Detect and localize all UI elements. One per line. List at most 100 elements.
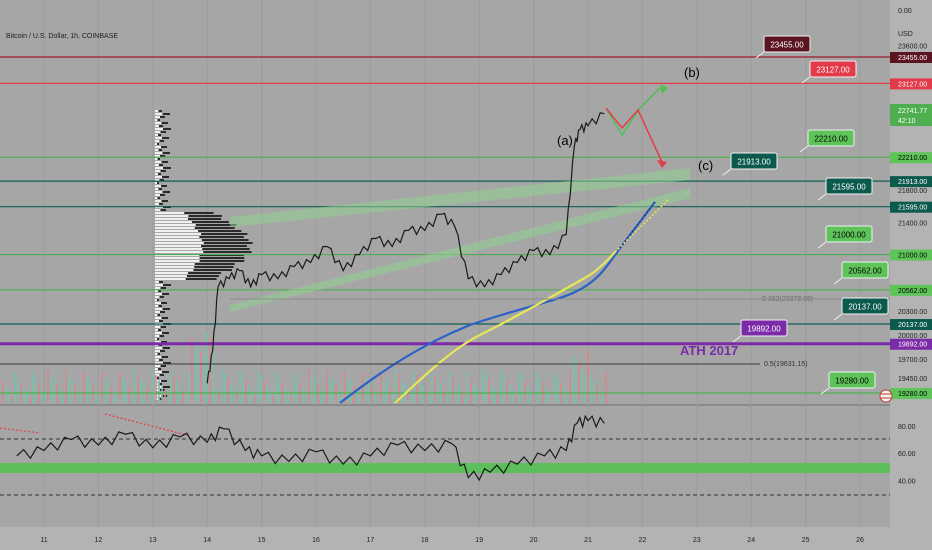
profile-bar-light — [155, 215, 189, 217]
volume-bar — [146, 389, 148, 403]
profile-bar-light — [155, 140, 160, 142]
volume-bar — [362, 372, 364, 403]
volume-bar — [116, 397, 118, 403]
volume-bar — [176, 381, 178, 403]
volume-bar — [305, 393, 307, 403]
profile-bar-dark — [160, 287, 166, 289]
volume-bar — [311, 374, 313, 403]
profile-bar-dark — [160, 170, 166, 172]
level-tag[interactable] — [809, 60, 857, 78]
profile-bar-light — [155, 221, 192, 223]
volume-bar — [167, 395, 169, 403]
volume-bar — [497, 394, 499, 403]
moving-average-blue-projection — [619, 201, 656, 249]
time-tick-label: 22 — [639, 537, 647, 544]
volume-bar — [227, 379, 229, 403]
volume-bar — [398, 374, 400, 403]
profile-bar-dark — [159, 320, 163, 322]
time-tick-label: 25 — [802, 537, 810, 544]
profile-bar-light — [155, 326, 161, 328]
profile-bar-dark — [159, 335, 164, 337]
profile-bar-light — [155, 170, 161, 172]
time-axis-panel[interactable] — [0, 527, 932, 550]
current-price-badge — [890, 104, 932, 126]
level-tag-label: 22210.00 — [814, 135, 848, 144]
level-tag[interactable] — [740, 319, 788, 337]
profile-bar-light — [155, 374, 160, 376]
volume-bar — [140, 379, 142, 403]
volume-bar — [584, 374, 586, 403]
rsi-line — [16, 414, 605, 482]
profile-bar-dark — [159, 359, 163, 361]
volume-bar — [218, 393, 220, 403]
level-tag[interactable] — [730, 152, 778, 170]
profile-bar-dark — [162, 191, 170, 193]
volume-bar — [272, 396, 274, 403]
profile-bar-dark — [161, 380, 167, 382]
profile-bar-light — [155, 179, 160, 181]
price-tick-label: 21800.00 — [898, 188, 927, 195]
profile-bar-light — [155, 230, 199, 232]
rsi-tick-label: 60.00 — [898, 451, 916, 458]
rsi-band — [0, 463, 890, 473]
volume-bar — [158, 380, 160, 403]
level-tag[interactable] — [841, 297, 889, 315]
volume-bar — [578, 364, 580, 403]
flag-icon[interactable] — [879, 389, 893, 403]
volume-bar — [251, 390, 253, 403]
rsi-tick-label: 40.00 — [898, 478, 916, 485]
volume-bar — [233, 389, 235, 403]
profile-bar-light — [155, 350, 160, 352]
volume-bar — [254, 395, 256, 403]
profile-bar-light — [155, 191, 163, 193]
volume-bar — [137, 374, 139, 403]
profile-bar-light — [155, 188, 159, 190]
level-tag[interactable] — [841, 261, 889, 279]
price-axis-level-label: 23127.00 — [898, 81, 927, 88]
level-tag[interactable] — [825, 225, 873, 243]
volume-bar — [326, 370, 328, 403]
volume-bar — [500, 370, 502, 403]
profile-bar-dark — [160, 194, 165, 196]
volume-bar — [587, 350, 589, 403]
volume-bar — [344, 371, 346, 403]
profile-bar-light — [155, 359, 159, 361]
profile-bar-light — [155, 353, 158, 355]
profile-bar-dark — [201, 233, 248, 235]
level-tag[interactable] — [807, 129, 855, 147]
price-tick-label: 21400.00 — [898, 220, 927, 227]
volume-bar — [347, 376, 349, 403]
profile-bar-light — [155, 176, 162, 178]
profile-bar-light — [155, 275, 187, 277]
profile-bar-dark — [158, 134, 161, 136]
profile-bar-light — [155, 200, 162, 202]
profile-bar-light — [155, 272, 189, 274]
profile-bar-light — [155, 236, 200, 238]
level-tag-pointer — [833, 313, 843, 321]
profile-bar-dark — [161, 341, 167, 343]
volume-bar — [416, 375, 418, 403]
volume-bar — [503, 375, 505, 403]
price-axis-ticks: 23600.00 21800.00 21400.00 20300.00 20000.00… — [898, 43, 927, 364]
profile-bar-light — [155, 305, 159, 307]
level-tag[interactable] — [828, 371, 876, 389]
level-tag[interactable] — [763, 35, 811, 53]
volume-bar — [215, 388, 217, 403]
profile-bar-dark — [159, 179, 164, 181]
volume-bar — [572, 354, 574, 403]
rsi-axis-panel[interactable] — [890, 405, 932, 527]
profile-bar-dark — [162, 176, 169, 178]
profile-bar-dark — [157, 182, 159, 184]
profile-bar-dark — [157, 338, 159, 340]
profile-bar-light — [155, 284, 163, 286]
profile-bar-light — [155, 125, 159, 127]
level-tag[interactable] — [825, 177, 873, 195]
volume-bar — [548, 392, 550, 403]
volume-bar — [200, 352, 202, 403]
profile-bar-dark — [161, 356, 168, 358]
volume-bar — [533, 396, 535, 403]
symbol-title[interactable]: Bitcoin / U.S. Dollar, 1h, COINBASE — [6, 33, 118, 40]
volume-bar — [68, 375, 70, 403]
profile-bar-light — [155, 251, 204, 253]
